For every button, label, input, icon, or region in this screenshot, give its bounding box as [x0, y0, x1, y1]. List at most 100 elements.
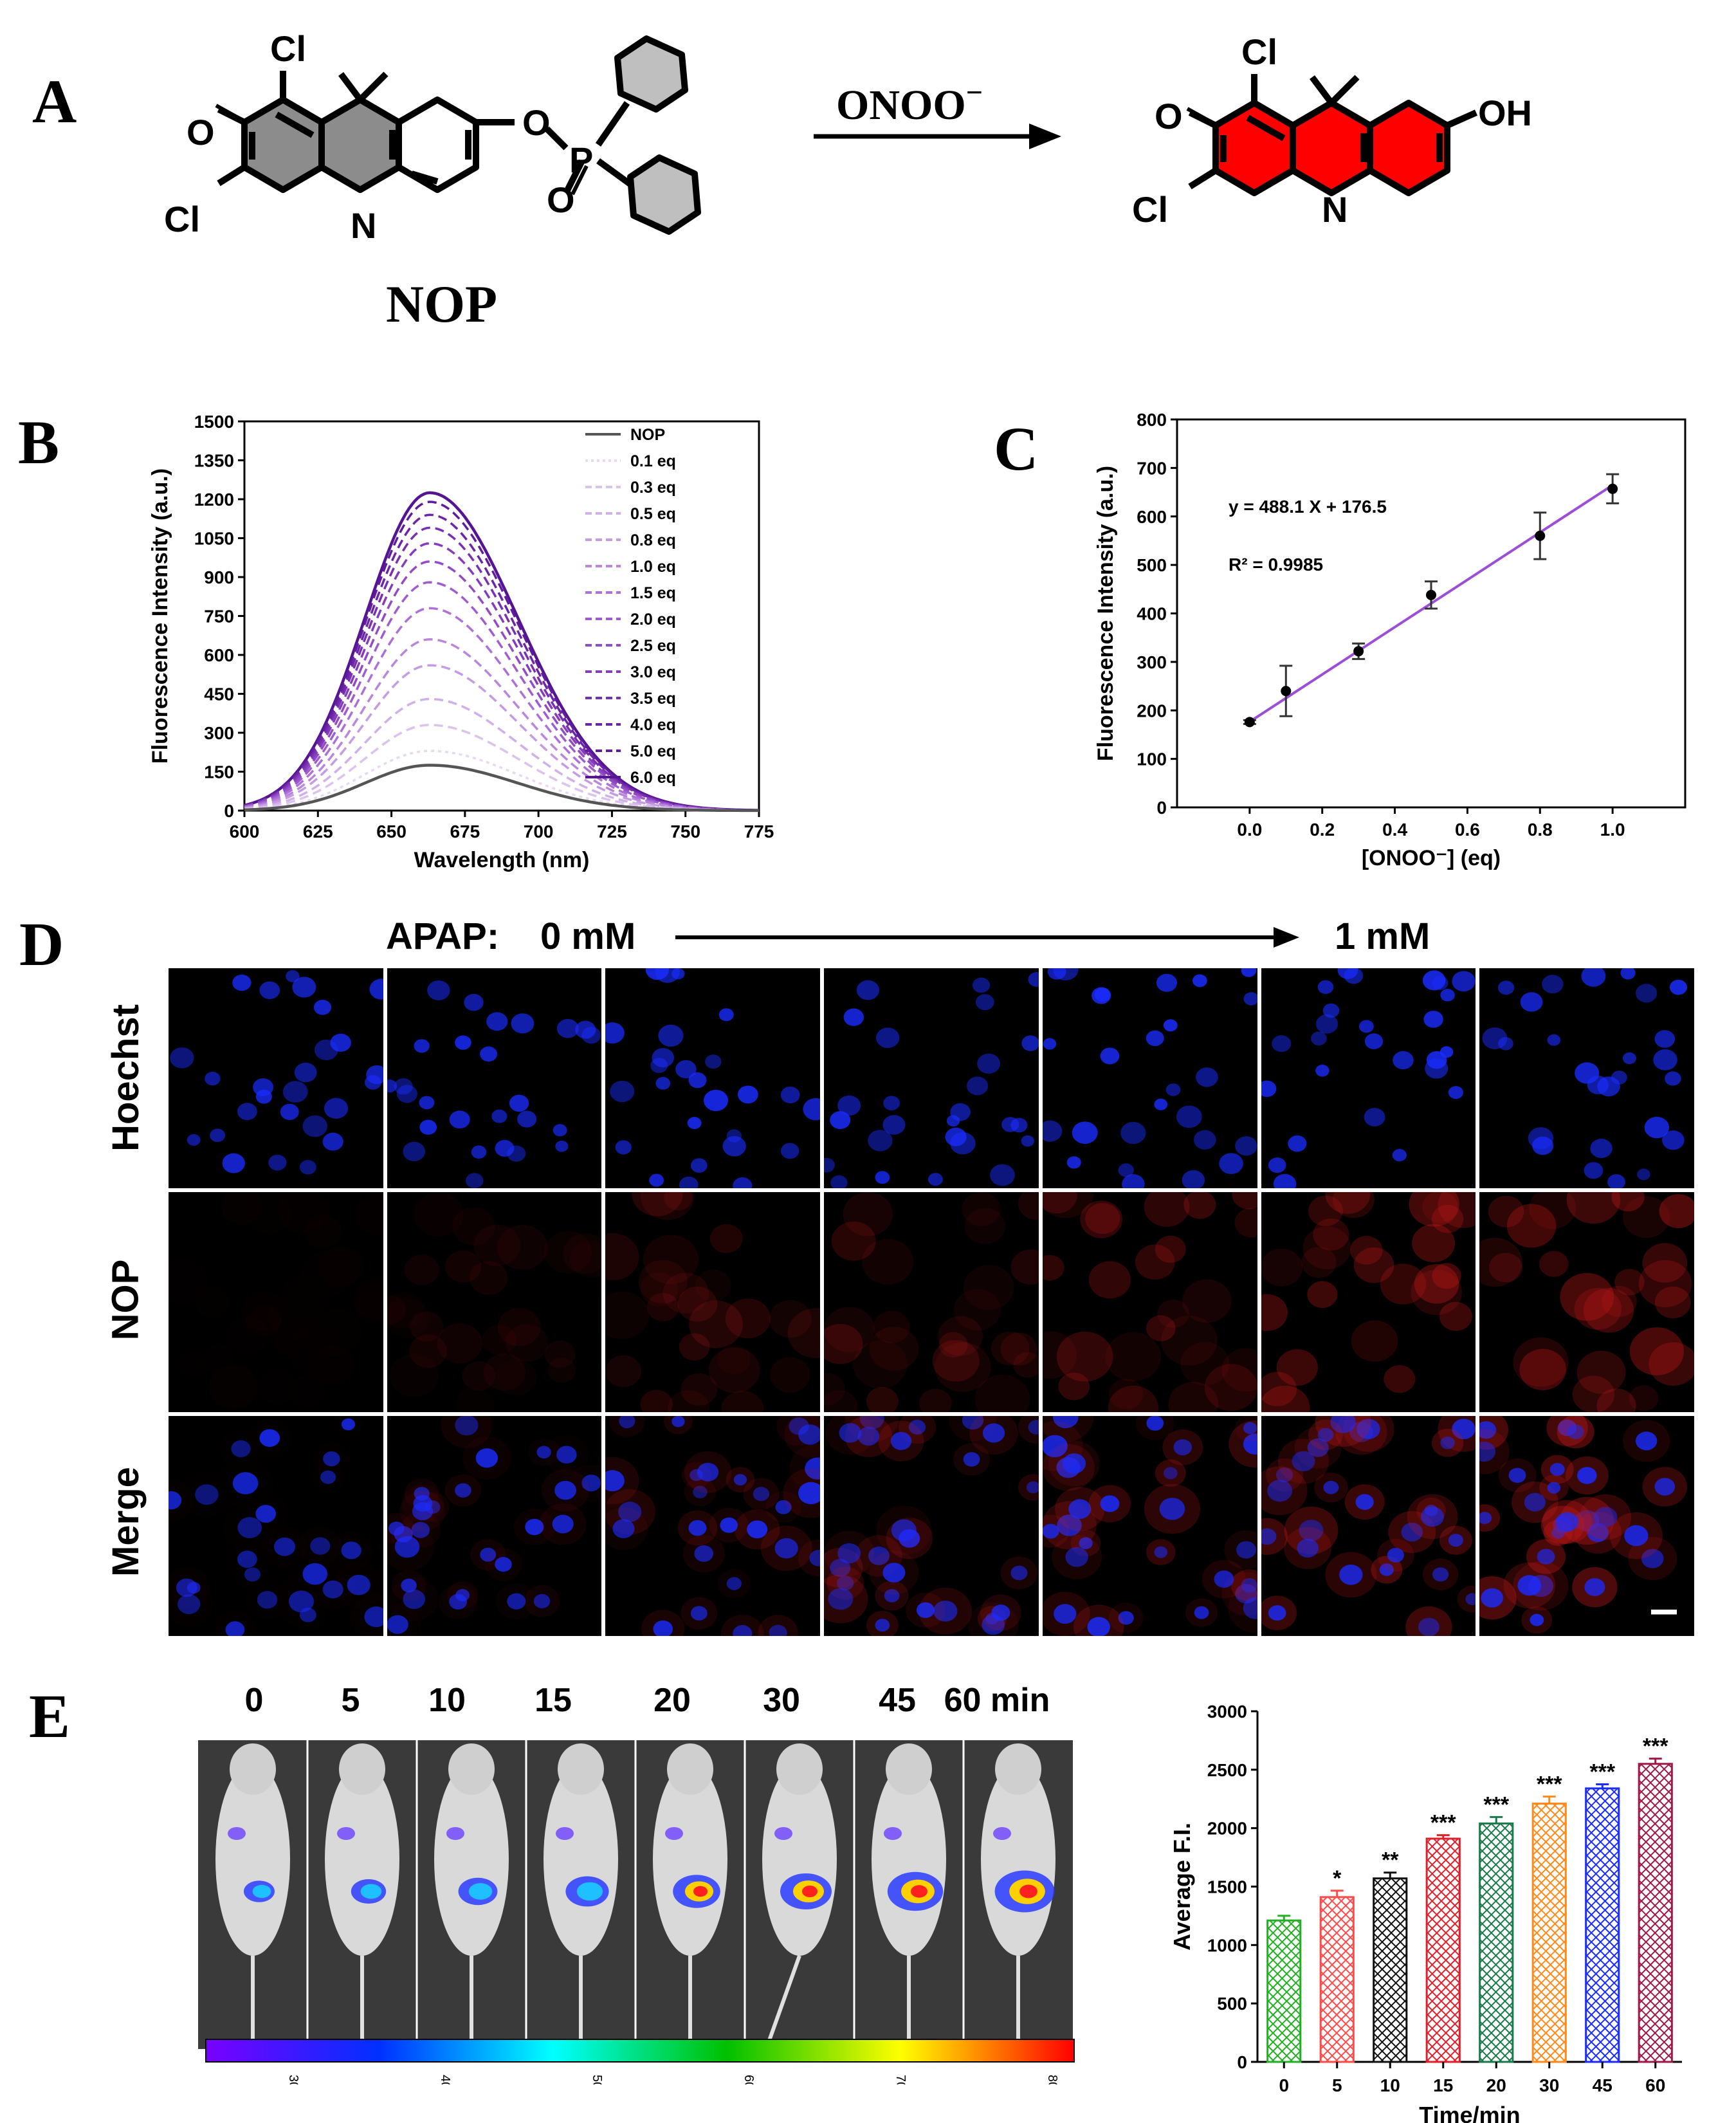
nucleus [675, 1060, 697, 1079]
nucleus [1194, 1606, 1209, 1619]
nop-signal [663, 1273, 709, 1314]
nucleus [1317, 980, 1333, 994]
fit-r-squared: R² = 0.9985 [1229, 555, 1323, 574]
nucleus [1146, 1030, 1164, 1047]
apap-end-conc: 1 mM [1335, 915, 1430, 957]
nop-signal [1638, 1260, 1692, 1307]
nucleus [781, 1143, 799, 1159]
nucleus [1315, 1064, 1329, 1077]
signal-peak [1019, 1884, 1037, 1898]
signal-spot [446, 1827, 464, 1840]
spectrum-0-5-eq [244, 697, 759, 812]
nucleus [516, 1110, 536, 1128]
nop-signal [1488, 1195, 1524, 1227]
nop-signal [824, 1307, 875, 1352]
legend-label: 4.0 eq [630, 716, 676, 734]
nucleus [649, 1173, 664, 1187]
nucleus [1154, 1546, 1168, 1558]
nucleus [475, 1448, 498, 1468]
nop-signal [954, 1289, 1001, 1331]
nucleus [1154, 1098, 1168, 1110]
nucleus [486, 1012, 508, 1031]
nucleus [1584, 1162, 1604, 1179]
nucleus [454, 1483, 471, 1498]
nucleus [556, 1446, 577, 1464]
bar [1425, 1837, 1461, 2063]
x-tick-label: 0.2 [1310, 820, 1335, 840]
nucleus [1636, 1431, 1658, 1451]
nucleus [1439, 1436, 1455, 1449]
nucleus [720, 1517, 738, 1533]
nucleus [1243, 1422, 1257, 1435]
confocal-image-grid [169, 968, 1694, 1636]
nop-signal [1180, 1342, 1230, 1386]
nucleus [1163, 1467, 1178, 1480]
nop-signal [462, 1361, 496, 1391]
nucleus [830, 1175, 848, 1188]
nucleus [1620, 968, 1636, 980]
nop-signal [1629, 1385, 1659, 1411]
nucleus [828, 1588, 854, 1610]
nucleus [1517, 1575, 1542, 1596]
nop-signal [710, 1224, 744, 1253]
significance-marker: *** [1589, 1760, 1615, 1785]
significance-marker: * [1333, 1866, 1342, 1891]
nucleus [672, 968, 686, 980]
micrograph-nop-3 [605, 1192, 821, 1412]
nop-signal [196, 1287, 230, 1318]
probe-ring-middle [318, 96, 402, 193]
nucleus [798, 1482, 821, 1505]
nucleus [809, 1550, 821, 1567]
nucleus [244, 1567, 261, 1582]
nucleus [973, 977, 991, 993]
nucleus [868, 1130, 893, 1152]
nucleus [419, 1119, 437, 1135]
nucleus [237, 1103, 257, 1121]
nucleus [875, 1619, 890, 1632]
nucleus [1192, 974, 1207, 988]
nucleus [890, 1431, 912, 1450]
significance-marker: *** [1430, 1811, 1456, 1835]
nucleus [1021, 1035, 1039, 1051]
in-vivo-imaging: 0 5 10 15 20 30 45 60 min 3000 4000 5000 6000 7000 80… [198, 1682, 1075, 2084]
probe-atom-cl-bottom: Cl [164, 199, 200, 239]
legend-label: 0.1 eq [630, 452, 676, 470]
nop-signal [1227, 1583, 1257, 1633]
nop-signal [1155, 1235, 1186, 1264]
nucleus [536, 1446, 551, 1459]
x-tick-label: 20 [1486, 2075, 1506, 2095]
nucleus [738, 1085, 759, 1104]
nop-signal [1000, 1332, 1038, 1366]
nop-signal [1108, 1385, 1158, 1412]
panel-d-letter: D [19, 910, 64, 979]
nop-signal [718, 1345, 751, 1375]
nucleus [292, 977, 316, 998]
y-tick-label: 450 [204, 685, 234, 704]
nucleus [574, 1020, 596, 1039]
y-tick-label: 100 [1137, 749, 1167, 769]
nucleus [1068, 1499, 1092, 1519]
micrograph-merge-5 [1042, 1416, 1257, 1636]
nop-signal [639, 1260, 688, 1303]
nucleus [1028, 972, 1039, 987]
nop-signal [632, 1192, 684, 1217]
micrograph-hoechst-5 [1042, 968, 1257, 1188]
nop-signal [963, 1265, 1014, 1310]
nucleus [781, 1086, 801, 1104]
nucleus [178, 1594, 201, 1615]
reaction-reagent: ONOO− [836, 76, 983, 129]
nucleus [1623, 1052, 1637, 1065]
spectrum-2-5-eq [244, 560, 759, 812]
x-tick-label: 60 [1645, 2075, 1665, 2095]
nucleus [688, 1072, 707, 1089]
nucleus [237, 1517, 262, 1539]
nucleus [727, 1577, 742, 1590]
x-tick-label: 725 [597, 822, 627, 841]
nop-signal [1265, 1458, 1303, 1492]
nop-signal [758, 1615, 799, 1636]
nucleus [1329, 1416, 1356, 1433]
nop-signal [1566, 1192, 1621, 1224]
nucleus [1358, 1020, 1374, 1033]
nucleus [652, 1048, 675, 1068]
